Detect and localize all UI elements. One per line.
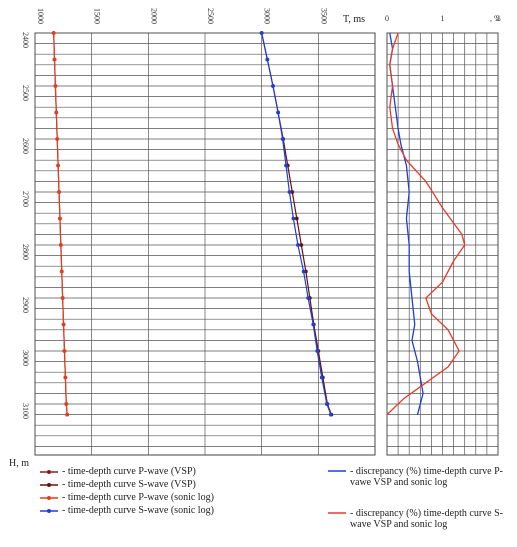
- legend-marker: [47, 470, 51, 474]
- series-point: [58, 216, 62, 221]
- right-plot-series: [386, 32, 466, 416]
- series-point: [58, 243, 63, 247]
- legend-entry-discrepancy-s: - discrepancy (%) time-depth curve S-wav…: [350, 508, 503, 530]
- x-tick-label: 2000: [149, 8, 158, 24]
- series-point: [296, 243, 300, 247]
- series-point: [315, 349, 320, 353]
- series-point: [276, 110, 280, 115]
- y-tick-label: 2500: [21, 85, 30, 101]
- y-axis-label: H, m: [9, 458, 29, 469]
- right-plot-grid: [386, 32, 499, 456]
- series-point: [259, 31, 264, 35]
- legend-marker: [47, 509, 51, 513]
- series-line: [261, 32, 332, 415]
- x-tick-label: 3000: [263, 8, 272, 24]
- series-point: [280, 137, 285, 141]
- series-point: [299, 243, 304, 247]
- series-point: [306, 296, 311, 300]
- series-point: [324, 402, 329, 406]
- x-axis-label: T, ms: [343, 14, 365, 25]
- y-tick-label: 2400: [21, 32, 30, 48]
- series-line: [389, 32, 424, 415]
- x-tick-label-right: 0: [385, 14, 389, 23]
- y-tick-label: 2900: [21, 297, 30, 313]
- left-plot-grid: [34, 32, 376, 456]
- series-point: [57, 190, 61, 194]
- series-point: [284, 163, 288, 168]
- series-point: [265, 57, 270, 62]
- series-line: [53, 32, 68, 415]
- series-point: [61, 322, 66, 327]
- legend-entry-discrepancy-p: - discrepancy (%) time-depth curve P-vaw…: [350, 466, 503, 488]
- x-tick-label: 3500: [319, 8, 328, 24]
- legend-entry-p-vsp: - time-depth curve P-wave (VSP): [62, 466, 196, 477]
- series-point: [65, 412, 70, 417]
- x-tick-label: 1500: [93, 8, 102, 24]
- left-plot-series: [51, 31, 334, 417]
- series-point: [51, 31, 56, 35]
- legend-entry-s-sonic: - time-depth curve S-wave (sonic log): [62, 505, 214, 516]
- y-tick-label: 2600: [21, 138, 30, 154]
- series-point: [56, 163, 61, 168]
- series-point: [60, 296, 65, 300]
- series-point: [62, 349, 67, 353]
- axis-labels: 1000 1500 2000 2500 3000 3500 2400 2500 2600 2700…: [9, 8, 501, 469]
- series-point: [55, 137, 60, 141]
- series-point: [301, 269, 306, 274]
- series-point: [328, 412, 333, 417]
- series-point: [54, 110, 59, 115]
- series-point: [319, 375, 324, 380]
- x-tick-label: 2500: [206, 8, 215, 24]
- legend-marker: [47, 483, 51, 487]
- series-point: [311, 322, 316, 327]
- x-tick-label-right: 2: [496, 14, 500, 23]
- series-point: [59, 269, 64, 274]
- series-point: [53, 84, 58, 88]
- series-point: [271, 84, 275, 88]
- y-tick-label: 2800: [21, 244, 30, 260]
- series-point: [63, 375, 68, 380]
- y-tick-label: 3100: [21, 403, 30, 419]
- series-point: [294, 216, 299, 221]
- series-point: [287, 190, 292, 194]
- legend-marker: [47, 496, 51, 500]
- x-tick-label-right: 1: [441, 14, 445, 23]
- x-tick-label: 1000: [36, 8, 45, 24]
- series-line: [386, 32, 466, 416]
- legend-marks: [40, 470, 346, 514]
- y-tick-label: 3000: [21, 350, 30, 366]
- series-point: [52, 57, 57, 62]
- x-axis-label-right: , %: [490, 14, 501, 23]
- y-tick-label: 2700: [21, 191, 30, 207]
- series-point: [290, 190, 295, 194]
- series-point: [291, 216, 296, 221]
- series-point: [64, 402, 69, 406]
- legend-entry-p-sonic: - time-depth curve P-wave (sonic log): [62, 492, 214, 503]
- legend-entry-s-vsp: - time-depth curve S-wave (VSP): [62, 479, 196, 490]
